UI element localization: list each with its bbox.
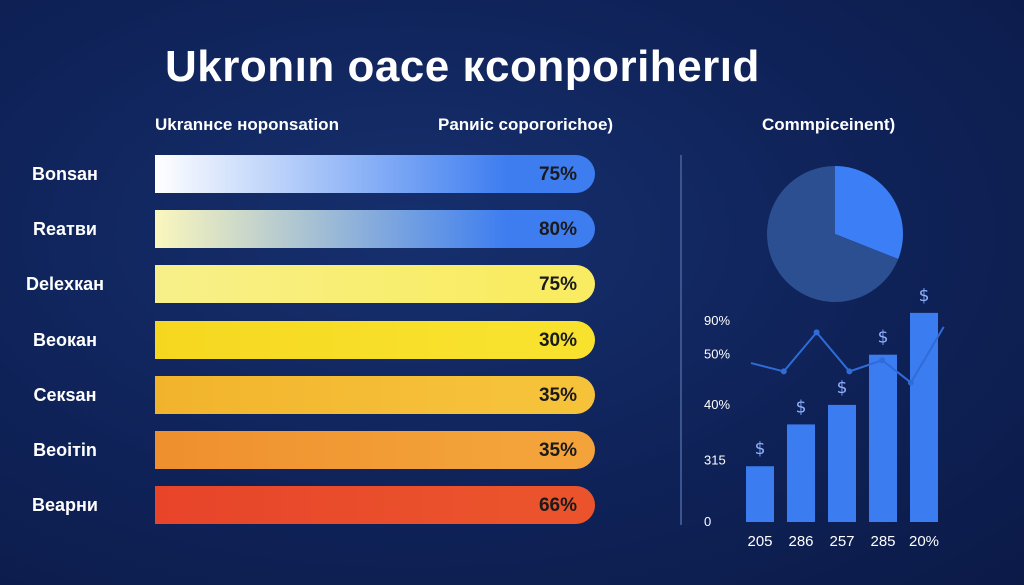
bar-value-label: 35% bbox=[538, 384, 577, 406]
bar-label: Bonsан bbox=[32, 164, 98, 184]
bar-symbol: $ bbox=[796, 397, 807, 417]
x-tick-label: 205 bbox=[747, 533, 772, 550]
x-tick-label: 286 bbox=[788, 533, 813, 550]
x-tick-label: 285 bbox=[870, 533, 895, 550]
line-point bbox=[846, 368, 853, 375]
y-tick-label: 90% bbox=[704, 313, 730, 328]
bar bbox=[746, 466, 774, 522]
bar: 35% bbox=[155, 431, 595, 469]
y-tick-label: 50% bbox=[704, 347, 730, 362]
bar-value-label: 30% bbox=[538, 329, 577, 351]
bar-label: Delexкан bbox=[26, 274, 104, 295]
bar-symbol: $ bbox=[755, 439, 766, 459]
bar bbox=[787, 424, 815, 522]
bar-label: Beарни bbox=[32, 495, 98, 516]
y-tick-label: 315 bbox=[704, 453, 726, 468]
bar bbox=[828, 404, 856, 522]
line-point bbox=[879, 357, 886, 364]
y-tick-label: 0 bbox=[704, 514, 711, 529]
bar-value-label: 75% bbox=[538, 274, 577, 296]
bar: 35% bbox=[155, 375, 595, 414]
subhead-left: Ukranнce ноponsation bbox=[155, 115, 339, 134]
chart-title: Ukronın oace кconporiherıd bbox=[165, 42, 760, 91]
subhead-middle: Panиic сорогоrichое) bbox=[438, 115, 614, 134]
bar-value-label: 35% bbox=[538, 440, 577, 461]
bar-symbol: $ bbox=[878, 328, 889, 348]
x-tick-label: 257 bbox=[829, 533, 854, 550]
bar-symbol: $ bbox=[919, 286, 930, 306]
bar: 80% bbox=[155, 210, 595, 249]
bar-label: Reатви bbox=[33, 219, 97, 240]
line-point bbox=[813, 329, 820, 336]
line-point bbox=[907, 379, 914, 386]
bar-value-label: 75% bbox=[538, 164, 577, 185]
subhead-right: Commpiceinent) bbox=[762, 115, 896, 134]
pie-slice bbox=[835, 166, 903, 260]
bar-label: Beoiтin bbox=[33, 440, 97, 460]
line-point bbox=[780, 368, 787, 375]
bar-symbol: $ bbox=[837, 378, 848, 398]
bar: 66% bbox=[155, 486, 595, 525]
y-tick-label: 40% bbox=[704, 397, 730, 412]
bar-label: Beокан bbox=[33, 329, 97, 350]
bar-label: Ceкsан bbox=[33, 384, 97, 405]
bar-value-label: 80% bbox=[538, 219, 577, 241]
bar-value-label: 66% bbox=[538, 495, 577, 517]
bar: 30% bbox=[155, 320, 595, 359]
bar: 75% bbox=[155, 155, 595, 193]
bar bbox=[910, 312, 938, 522]
bar: 75% bbox=[155, 265, 595, 304]
bar bbox=[869, 354, 897, 522]
divider bbox=[680, 155, 682, 525]
pie-slice bbox=[767, 166, 899, 302]
x-tick-label: 20% bbox=[909, 533, 939, 550]
